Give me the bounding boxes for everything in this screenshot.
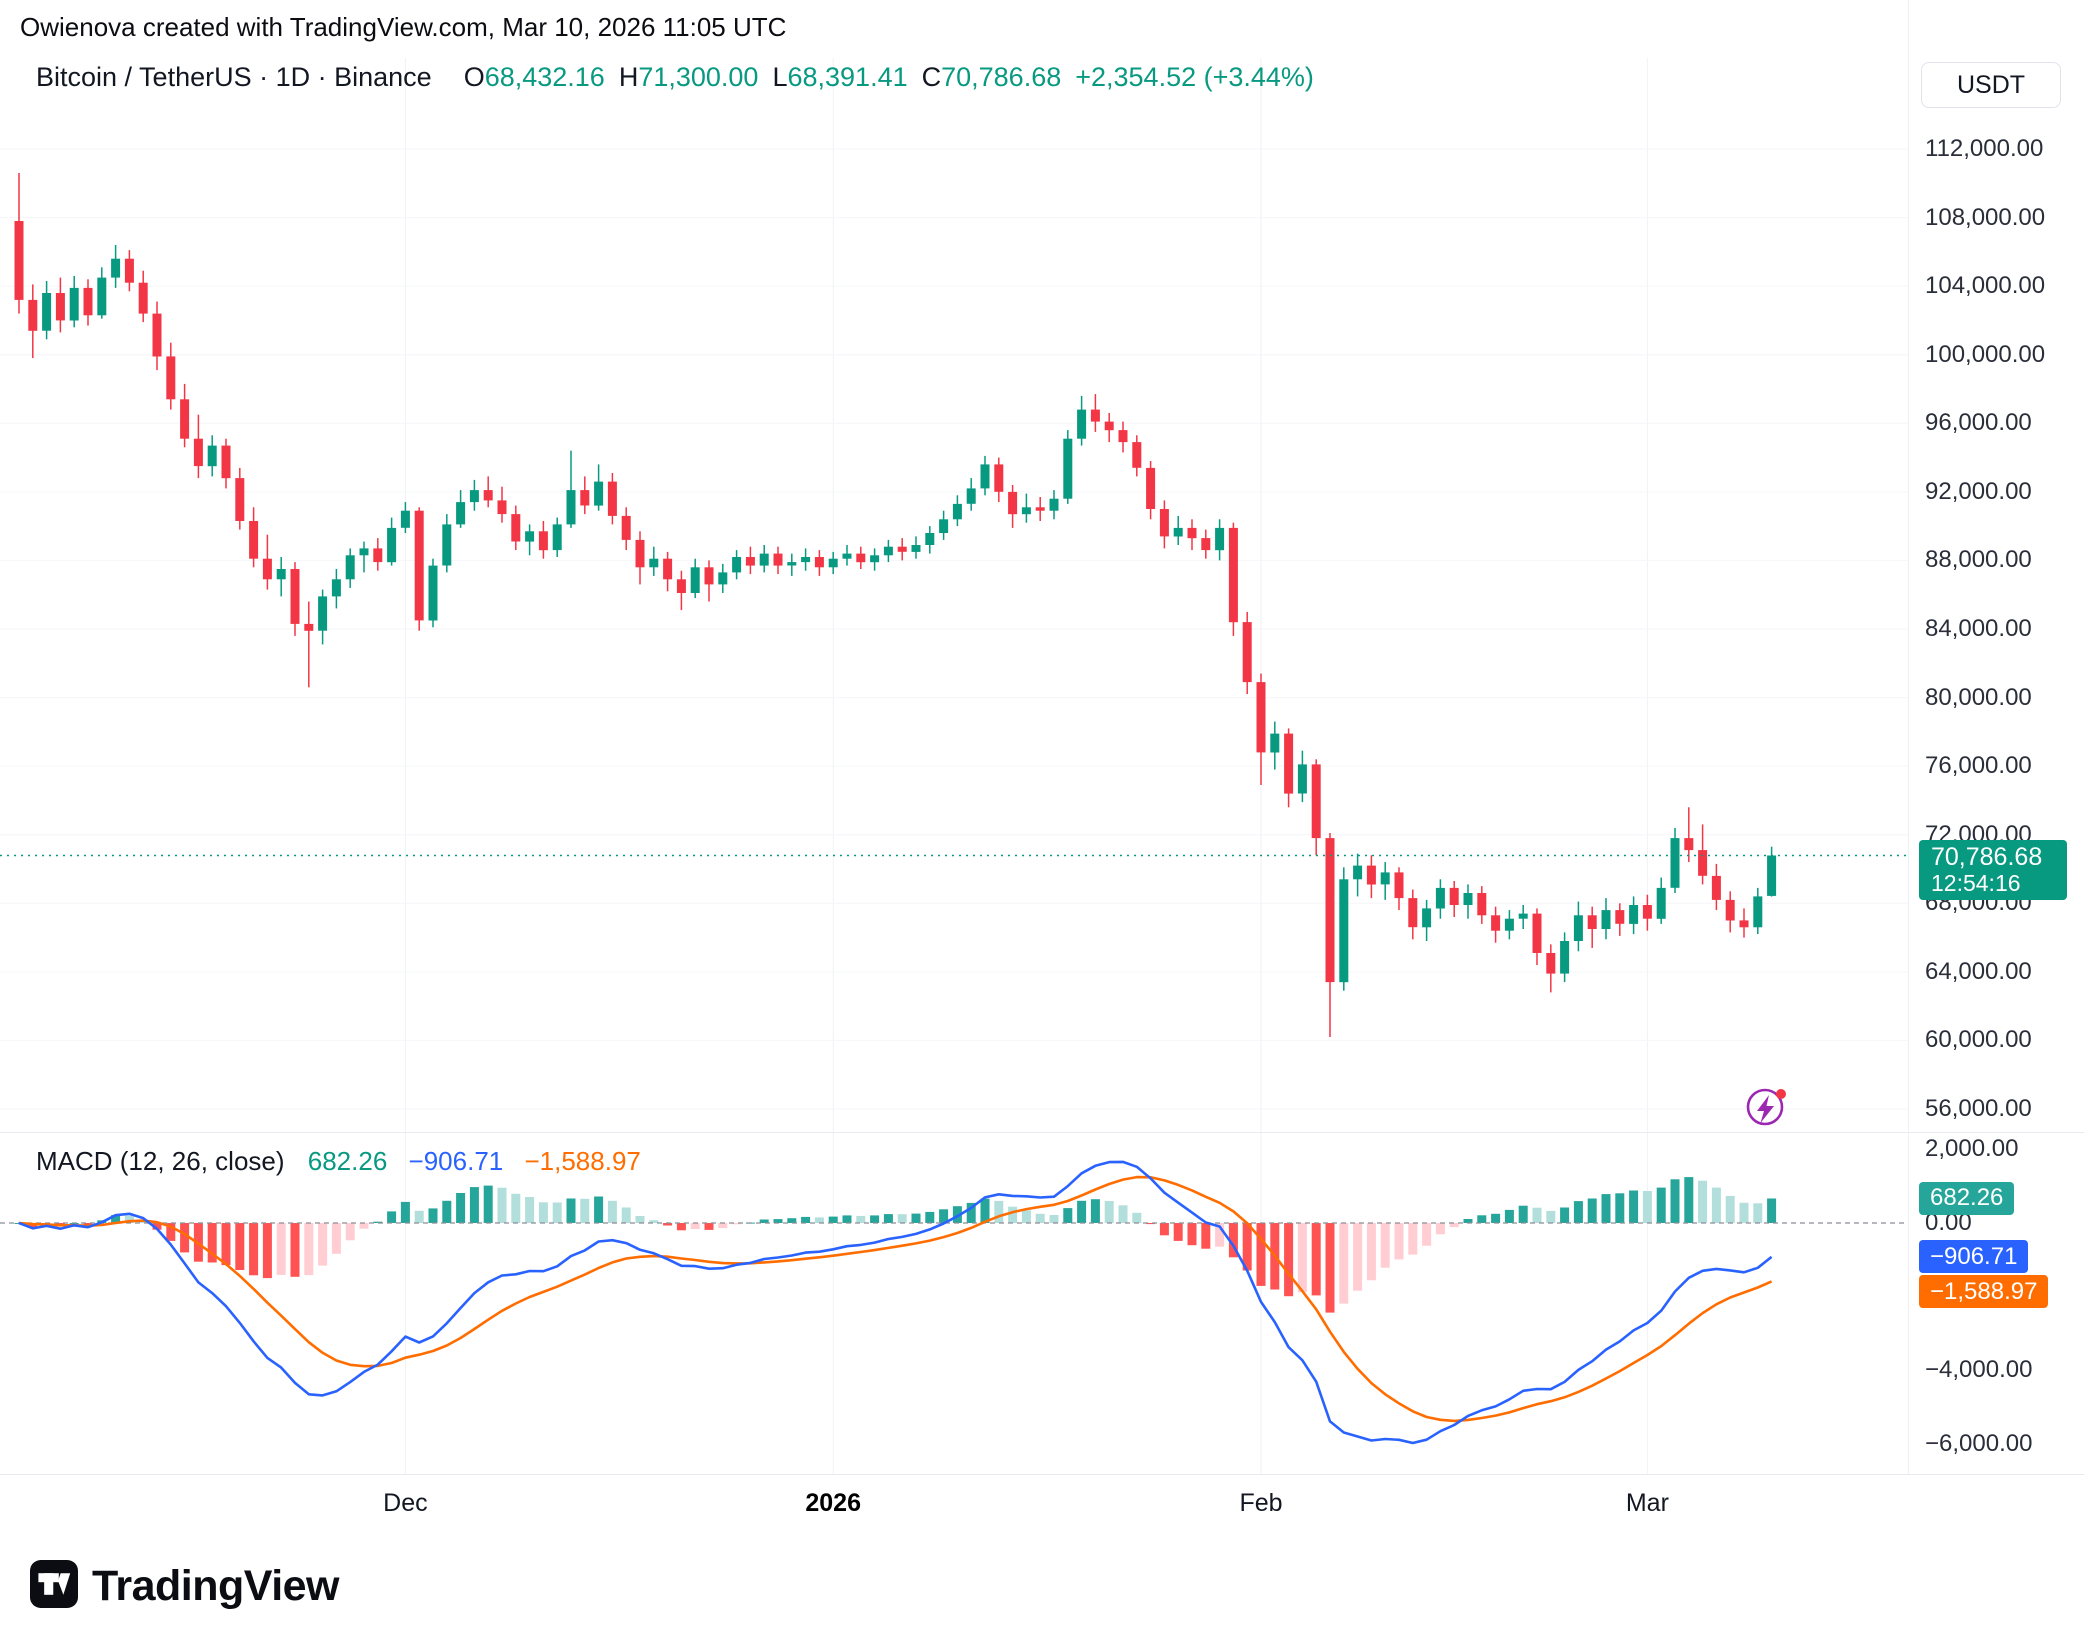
macd-title[interactable]: MACD (12, 26, close) bbox=[36, 1146, 285, 1176]
change-value: +2,354.52 (+3.44%) bbox=[1075, 62, 1314, 92]
symbol-title[interactable]: Bitcoin / TetherUS · 1D · Binance bbox=[36, 62, 432, 92]
price-axis-label: 80,000.00 bbox=[1925, 683, 2032, 711]
price-axis-label: 112,000.00 bbox=[1925, 135, 2044, 162]
macd-axis-label: −4,000.00 bbox=[1925, 1356, 2033, 1384]
tradingview-wordmark[interactable]: TradingView bbox=[92, 1562, 340, 1610]
pane-divider[interactable] bbox=[0, 1132, 2084, 1133]
price-axis-label: 96,000.00 bbox=[1925, 409, 2032, 437]
price-axis-label: 84,000.00 bbox=[1925, 615, 2032, 642]
attribution-text: Owienova created with TradingView.com, M… bbox=[20, 12, 787, 42]
price-axis-label: 108,000.00 bbox=[1925, 203, 2046, 231]
close-label: C bbox=[921, 62, 942, 92]
high-label: H bbox=[618, 62, 639, 92]
low-label: L bbox=[772, 62, 788, 92]
footer: TradingView bbox=[30, 1560, 340, 1613]
tradingview-logo-icon[interactable] bbox=[30, 1560, 78, 1613]
macd-histogram-value: 682.26 bbox=[307, 1146, 388, 1176]
macd-histogram-badge: 682.26 bbox=[1919, 1181, 2015, 1215]
flash-icon[interactable] bbox=[1743, 1083, 1791, 1131]
macd-legend: MACD (12, 26, close) 682.26 −906.71 −1,5… bbox=[36, 1146, 641, 1177]
low-value: 68,391.41 bbox=[787, 62, 908, 92]
price-axis-label: 64,000.00 bbox=[1925, 957, 2032, 985]
price-axis-label: 104,000.00 bbox=[1925, 272, 2046, 300]
macd-line-badge: −906.71 bbox=[1919, 1240, 2029, 1274]
current-price: 70,786.68 bbox=[1931, 842, 2043, 871]
macd-axis-label: −6,000.00 bbox=[1925, 1429, 2033, 1457]
time-axis-label: Mar bbox=[1625, 1489, 1669, 1517]
macd-panel-canvas[interactable] bbox=[0, 1133, 1908, 1474]
time-axis-divider bbox=[0, 1474, 2084, 1475]
open-label: O bbox=[463, 62, 485, 92]
currency-button[interactable]: USDT bbox=[1921, 62, 2061, 108]
high-value: 71,300.00 bbox=[638, 62, 759, 92]
price-axis-label: 56,000.00 bbox=[1925, 1095, 2032, 1122]
time-axis-label: Dec bbox=[383, 1489, 428, 1517]
time-axis[interactable]: Dec 2026 Feb Mar bbox=[0, 1474, 2084, 1532]
symbol-info-bar: Bitcoin / TetherUS · 1D · Binance O68,432… bbox=[36, 62, 1314, 93]
price-axis-label: 76,000.00 bbox=[1925, 752, 2032, 780]
time-axis-label: 2026 bbox=[805, 1489, 861, 1517]
macd-axis-label: 2,000.00 bbox=[1925, 1135, 2019, 1163]
price-chart-canvas[interactable] bbox=[0, 58, 1908, 1133]
macd-signal-value: −1,588.97 bbox=[524, 1146, 641, 1176]
price-axis-label: 100,000.00 bbox=[1925, 340, 2046, 368]
price-axis-label: 88,000.00 bbox=[1925, 546, 2032, 574]
price-axis[interactable]: USDT 112,000.00 108,000.00 104,000.00 100,0… bbox=[1908, 0, 2084, 1474]
bar-countdown: 12:54:16 bbox=[1931, 869, 2021, 896]
macd-signal-badge: −1,588.97 bbox=[1919, 1275, 2049, 1309]
open-value: 68,432.16 bbox=[484, 62, 605, 92]
current-price-badge: 70,786.68 12:54:16 bbox=[1919, 839, 2067, 900]
price-axis-label: 92,000.00 bbox=[1925, 477, 2032, 505]
macd-line-value: −906.71 bbox=[408, 1146, 504, 1176]
time-axis-label: Feb bbox=[1239, 1489, 1283, 1517]
close-value: 70,786.68 bbox=[941, 62, 1062, 92]
price-axis-label: 60,000.00 bbox=[1925, 1026, 2032, 1054]
